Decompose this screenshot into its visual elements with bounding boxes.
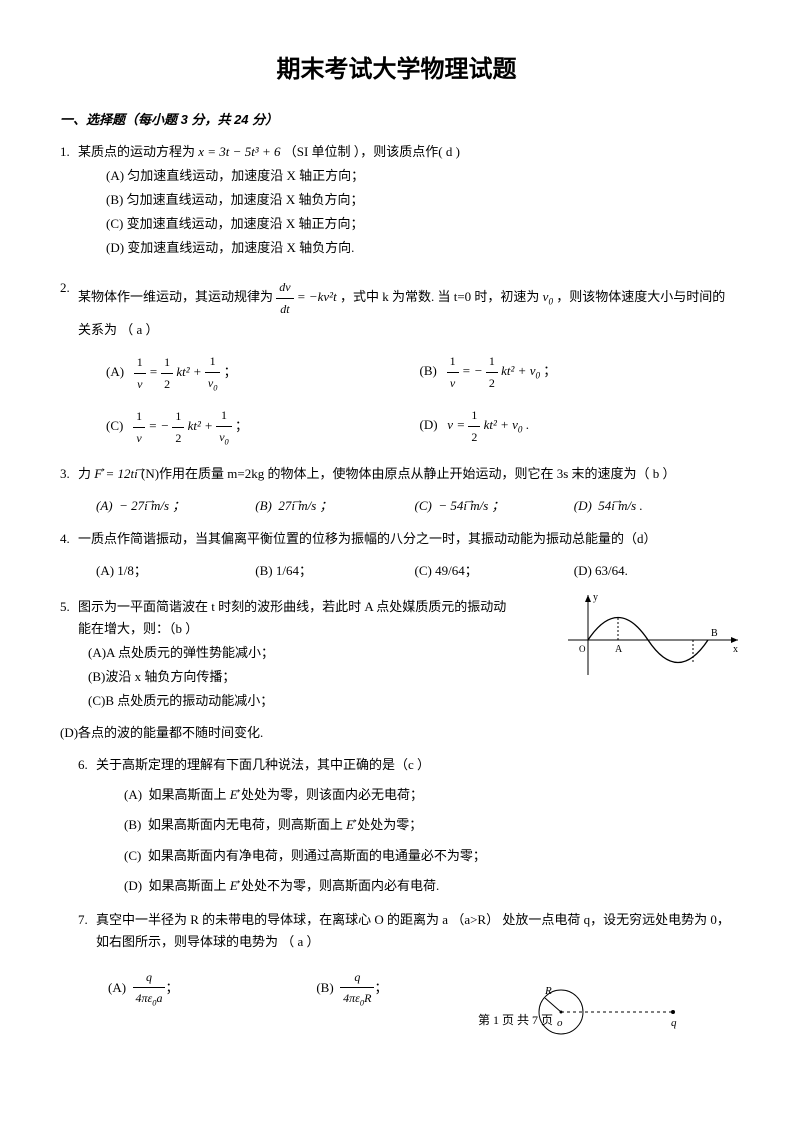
q4-option-d: (D) 63/64. — [574, 560, 733, 582]
q2-num: 2. — [60, 277, 70, 299]
q4-stem: 一质点作简谐振动，当其偏离平衡位置的位移为振幅的八分之一时，其振动动能为振动总能… — [78, 531, 657, 546]
q5-num: 5. — [60, 596, 70, 618]
wave-y-label: y — [593, 592, 598, 603]
q4-option-c: (C) 49/64； — [415, 560, 574, 582]
q2-stem-b: ，式中 k 为常数. 当 t=0 时，初速为 — [340, 289, 539, 304]
sphere-r-label: R — [544, 985, 552, 997]
question-4: 4. 一质点作简谐振动，当其偏离平衡位置的位移为振幅的八分之一时，其振动动能为振… — [78, 528, 733, 582]
sphere-figure: R o q — [533, 980, 693, 1040]
q2-eq-lhs: dvdt — [276, 277, 293, 319]
wave-o-label: O — [579, 644, 586, 654]
page-footer: 第 1 页 共 7 页 — [478, 1010, 553, 1030]
q4-option-b: (B) 1/64； — [255, 560, 414, 582]
q3-num: 3. — [60, 463, 70, 485]
q6-option-d: (D) 如果高斯面上 →E 处处不为零，则高斯面内必有电荷. — [124, 875, 733, 897]
q3-equation: →F = 12t→i — [94, 466, 137, 481]
wave-b-label: B — [711, 628, 718, 639]
q4-option-a: (A) 1/8； — [96, 560, 255, 582]
q2-eq-rhs: = −kv²t — [297, 289, 337, 304]
q5-stem: 图示为一平面简谐波在 t 时刻的波形曲线，若此时 A 点处媒质质元的振动动能在增… — [78, 599, 506, 636]
wave-a-label: A — [615, 644, 623, 655]
q3-option-a: (A) − 27→i m/s ； — [96, 495, 255, 517]
q2-stem-a: 某物体作一维运动，其运动规律为 — [78, 289, 276, 304]
question-1: 1. 某质点的运动方程为 x = 3t − 5t³ + 6 （SI 单位制 ），… — [78, 141, 733, 259]
q1-stem-a: 某质点的运动方程为 — [78, 144, 198, 159]
q7-num: 7. — [78, 909, 88, 931]
wave-figure: x y O A B — [563, 590, 743, 680]
q1-option-c: (C) 变加速直线运动，加速度沿 X 轴正方向； — [106, 213, 733, 235]
q2-option-c: (C) 1v = − 12 kt² + 1v0 ； — [106, 405, 420, 449]
q6-option-c: (C) 如果高斯面内有净电荷，则通过高斯面的电通量必不为零； — [124, 845, 733, 867]
q1-option-d: (D) 变加速直线运动，加速度沿 X 轴负方向. — [106, 237, 733, 259]
q3-stem-b: (N)作用在质量 m=2kg 的物体上，使物体由原点从静止开始运动，则它在 3s… — [141, 466, 676, 481]
q1-stem-b: （SI 单位制 ），则该质点作( d ) — [284, 144, 460, 159]
question-2: 2. 某物体作一维运动，其运动规律为 dvdt = −kv²t ，式中 k 为常… — [78, 277, 733, 449]
q2-optB-label: (B) — [420, 363, 437, 378]
q2-option-a: (A) 1v = 12 kt² + 1v0 ； — [106, 351, 420, 395]
wave-x-label: x — [733, 644, 738, 655]
q7-option-a: (A) q4πε0a； — [108, 967, 316, 1011]
question-3: 3. 力 →F = 12t→i (N)作用在质量 m=2kg 的物体上，使物体由… — [78, 463, 733, 517]
q2-optD-label: (D) — [420, 417, 438, 432]
q1-equation: x = 3t − 5t³ + 6 — [198, 144, 280, 159]
q7-option-b: (B) q4πε0R； — [316, 967, 524, 1011]
question-6: 6. 关于高斯定理的理解有下面几种说法，其中正确的是（c ） (A) 如果高斯面… — [96, 754, 733, 896]
q2-optC-label: (C) — [106, 418, 123, 433]
q2-option-b: (B) 1v = − 12 kt² + v0 ； — [420, 351, 734, 395]
q2-option-d: (D) v = 12 kt² + v0 . — [420, 405, 734, 449]
q7-optB-label: (B) — [316, 980, 333, 995]
q6-option-a: (A) 如果高斯面上 →E 处处为零，则该面内必无电荷； — [124, 784, 733, 806]
q1-option-b: (B) 匀加速直线运动，加速度沿 X 轴负方向； — [106, 189, 733, 211]
sphere-q-label: q — [671, 1017, 677, 1029]
q6-stem: 关于高斯定理的理解有下面几种说法，其中正确的是（c ） — [96, 757, 430, 772]
q1-num: 1. — [60, 141, 70, 163]
question-5: 5. 图示为一平面简谐波在 t 时刻的波形曲线，若此时 A 点处媒质质元的振动动… — [78, 596, 733, 712]
q5-option-c: (C)B 点处质元的振动动能减小； — [88, 690, 733, 712]
q6-num: 6. — [78, 754, 88, 776]
q3-stem-a: 力 — [78, 466, 91, 481]
q6-option-b: (B) 如果高斯面内无电荷，则高斯面上 →E 处处为零； — [124, 814, 733, 836]
sphere-o-label: o — [557, 1017, 563, 1029]
q5-option-d: (D)各点的波的能量都不随时间变化. — [60, 722, 733, 744]
q7-optA-label: (A) — [108, 980, 126, 995]
q3-option-b: (B) 27→i m/s ； — [255, 495, 414, 517]
q2-optA-label: (A) — [106, 364, 124, 379]
q2-v0: v0 — [543, 289, 553, 304]
section-heading: 一、选择题（每小题 3 分，共 24 分） — [60, 109, 733, 131]
q3-option-c: (C) − 54→i m/s ； — [415, 495, 574, 517]
q1-option-a: (A) 匀加速直线运动，加速度沿 X 轴正方向； — [106, 165, 733, 187]
q4-num: 4. — [60, 528, 70, 550]
q7-stem: 真空中一半径为 R 的未带电的导体球，在离球心 O 的距离为 a （a>R） 处… — [96, 912, 730, 949]
page-title: 期末考试大学物理试题 — [60, 50, 733, 91]
q3-option-d: (D) 54→i m/s . — [574, 495, 733, 517]
